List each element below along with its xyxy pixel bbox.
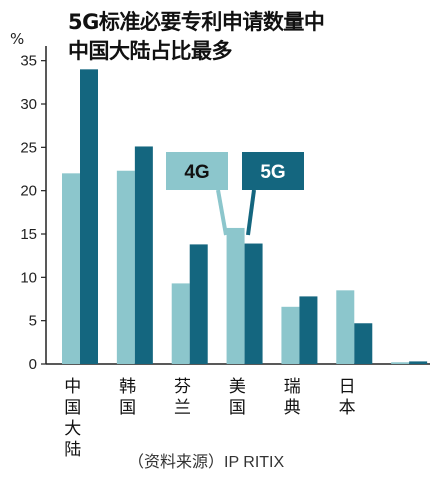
y-tick-label: 0 — [29, 356, 37, 373]
category-label: 芬 — [174, 377, 191, 397]
category-label: 国 — [64, 398, 81, 418]
legend-label: 4G — [184, 162, 209, 183]
category-label: 国 — [119, 398, 136, 418]
y-tick-label: 25 — [20, 139, 37, 156]
legend-label: 5G — [260, 162, 285, 183]
bar-5g — [409, 361, 428, 364]
chart-title: 5G标准必要专利申请数量中 中国大陆占比最多 — [68, 8, 325, 66]
title-line-1: 5G标准必要专利申请数量中 — [68, 10, 325, 34]
bar-4g — [62, 173, 80, 364]
y-tick-label: 15 — [20, 226, 37, 243]
bar-4g — [226, 227, 245, 364]
legend-pointer — [246, 189, 256, 236]
y-tick-label: 30 — [20, 96, 37, 113]
bar-4g — [391, 362, 410, 364]
bar-5g — [244, 243, 263, 364]
category-label: 韩 — [119, 377, 136, 397]
category-label: 兰 — [174, 398, 191, 418]
y-tick-label: 35 — [20, 53, 37, 70]
bar-5g — [189, 244, 208, 364]
category-label: 陆 — [64, 440, 81, 460]
bar-5g — [80, 69, 98, 364]
bar-5g — [354, 323, 373, 364]
legend-box-4g — [166, 152, 228, 190]
bar-4g — [116, 170, 135, 364]
category-label: 国 — [229, 398, 246, 418]
bar-4g — [336, 290, 355, 364]
y-tick-label: 10 — [20, 269, 37, 286]
category-label: 日 — [339, 377, 356, 397]
category-label: 本 — [339, 398, 356, 418]
bar-5g — [134, 146, 153, 364]
category-label: 美 — [229, 377, 246, 397]
y-tick-label: 20 — [20, 183, 37, 200]
bar-4g — [171, 283, 190, 364]
legend-pointer — [216, 189, 228, 236]
legend-box-5g — [242, 152, 304, 190]
title-line-2: 中国大陆占比最多 — [68, 39, 233, 63]
category-label: 典 — [284, 398, 301, 418]
source-note: （资料来源）IP RITIX — [128, 454, 285, 471]
y-tick-label: 5 — [29, 313, 37, 330]
bar-5g — [299, 296, 318, 364]
y-axis-unit: % — [10, 30, 25, 48]
category-label: 中 — [64, 377, 81, 397]
category-label: 大 — [64, 419, 81, 439]
bar-4g — [281, 306, 300, 364]
category-label: 瑞 — [284, 377, 301, 397]
